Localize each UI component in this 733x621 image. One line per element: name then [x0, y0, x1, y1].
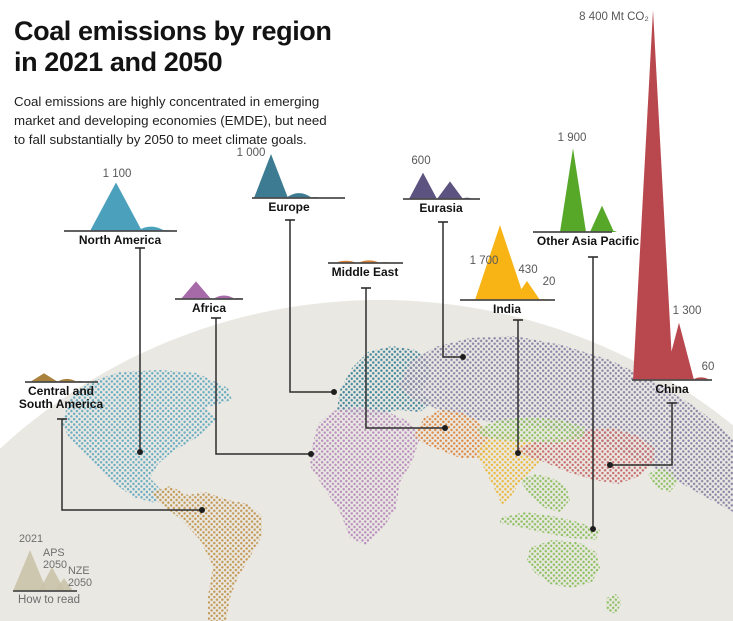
peak-africa-aps-2050: [213, 295, 235, 299]
leader-dot-eurasia: [460, 354, 466, 360]
peak-north_america-aps-2050: [137, 226, 165, 231]
legend-triangle-0: [13, 550, 47, 591]
peak-other_asia_pacific-aps-2050: [590, 205, 614, 232]
peak-china-aps-2050: [664, 322, 694, 380]
leader-dot-other_asia_pacific: [590, 526, 596, 532]
leader-line-china: [610, 403, 673, 466]
peak-india-2021: [475, 225, 525, 300]
region-label-china: China: [655, 382, 689, 396]
value-label-china-2021: 8 400 Mt CO₂: [579, 11, 649, 23]
page-title: Coal emissions by region in 2021 and 205…: [14, 16, 332, 77]
peak-china-2021: [633, 10, 673, 380]
page-subtitle: Coal emissions are highly concentrated i…: [14, 94, 327, 147]
leader-dot-china: [607, 462, 613, 468]
leader-line-central_south_america: [61, 419, 202, 511]
leader-line-europe: [289, 220, 334, 393]
legend-triangle-2: [55, 578, 73, 591]
region-label-north_america: North America: [78, 233, 162, 247]
region-label-india: India: [492, 302, 522, 316]
peak-north_america-2021: [90, 182, 142, 231]
value-label-europe-2021: 1 000: [236, 147, 266, 159]
peak-europe-aps-2050: [286, 193, 312, 198]
leader-dot-india: [515, 450, 521, 456]
value-label-india-2021: 1 700: [469, 255, 499, 267]
region-label-other_asia_pacific: Other Asia Pacific: [536, 234, 640, 248]
leader-line-africa: [215, 318, 311, 455]
legend-label-2021: 2021: [19, 533, 44, 545]
leader-dot-north_america: [137, 449, 143, 455]
legend-triangle-1: [39, 567, 65, 591]
region-label-middle_east: Middle East: [331, 265, 399, 279]
region-label-eurasia: Eurasia: [419, 201, 463, 215]
header: Coal emissions by region in 2021 and 205…: [14, 16, 332, 149]
peak-india-aps-2050: [514, 281, 540, 300]
peak-other_asia_pacific-2021: [560, 148, 586, 232]
leader-dot-africa: [308, 451, 314, 457]
leader-dot-middle_east: [442, 425, 448, 431]
peak-europe-2021: [254, 153, 288, 198]
region-label-europe: Europe: [268, 200, 310, 214]
leader-dot-europe: [331, 389, 337, 395]
value-label-eurasia-2021: 600: [411, 155, 431, 167]
legend-label-nze-2050: NZE 2050: [68, 565, 93, 589]
peak-eurasia-2021: [409, 172, 437, 199]
value-label-other_asia_pacific-2021: 1 900: [557, 132, 587, 144]
peak-eurasia-aps-2050: [437, 181, 463, 199]
value-label-india-aps-2050: 430: [518, 264, 538, 276]
value-label-china-nze-2050: 60: [701, 361, 715, 373]
leader-line-eurasia: [442, 222, 463, 358]
value-label-india-nze-2050: 20: [542, 276, 556, 288]
peak-africa-2021: [181, 281, 211, 299]
leader-line-middle_east: [365, 288, 445, 429]
value-label-north_america-2021: 1 100: [102, 168, 132, 180]
value-label-china-aps-2050: 1 300: [672, 305, 702, 317]
region-label-africa: Africa: [191, 301, 227, 315]
peak-central_south_america-2021: [30, 373, 58, 382]
region-label-central_south_america: Central and South America: [18, 384, 104, 411]
leader-dot-central_south_america: [199, 507, 205, 513]
legend-caption: How to read: [18, 594, 81, 606]
legend-label-aps-2050: APS 2050: [43, 547, 68, 571]
